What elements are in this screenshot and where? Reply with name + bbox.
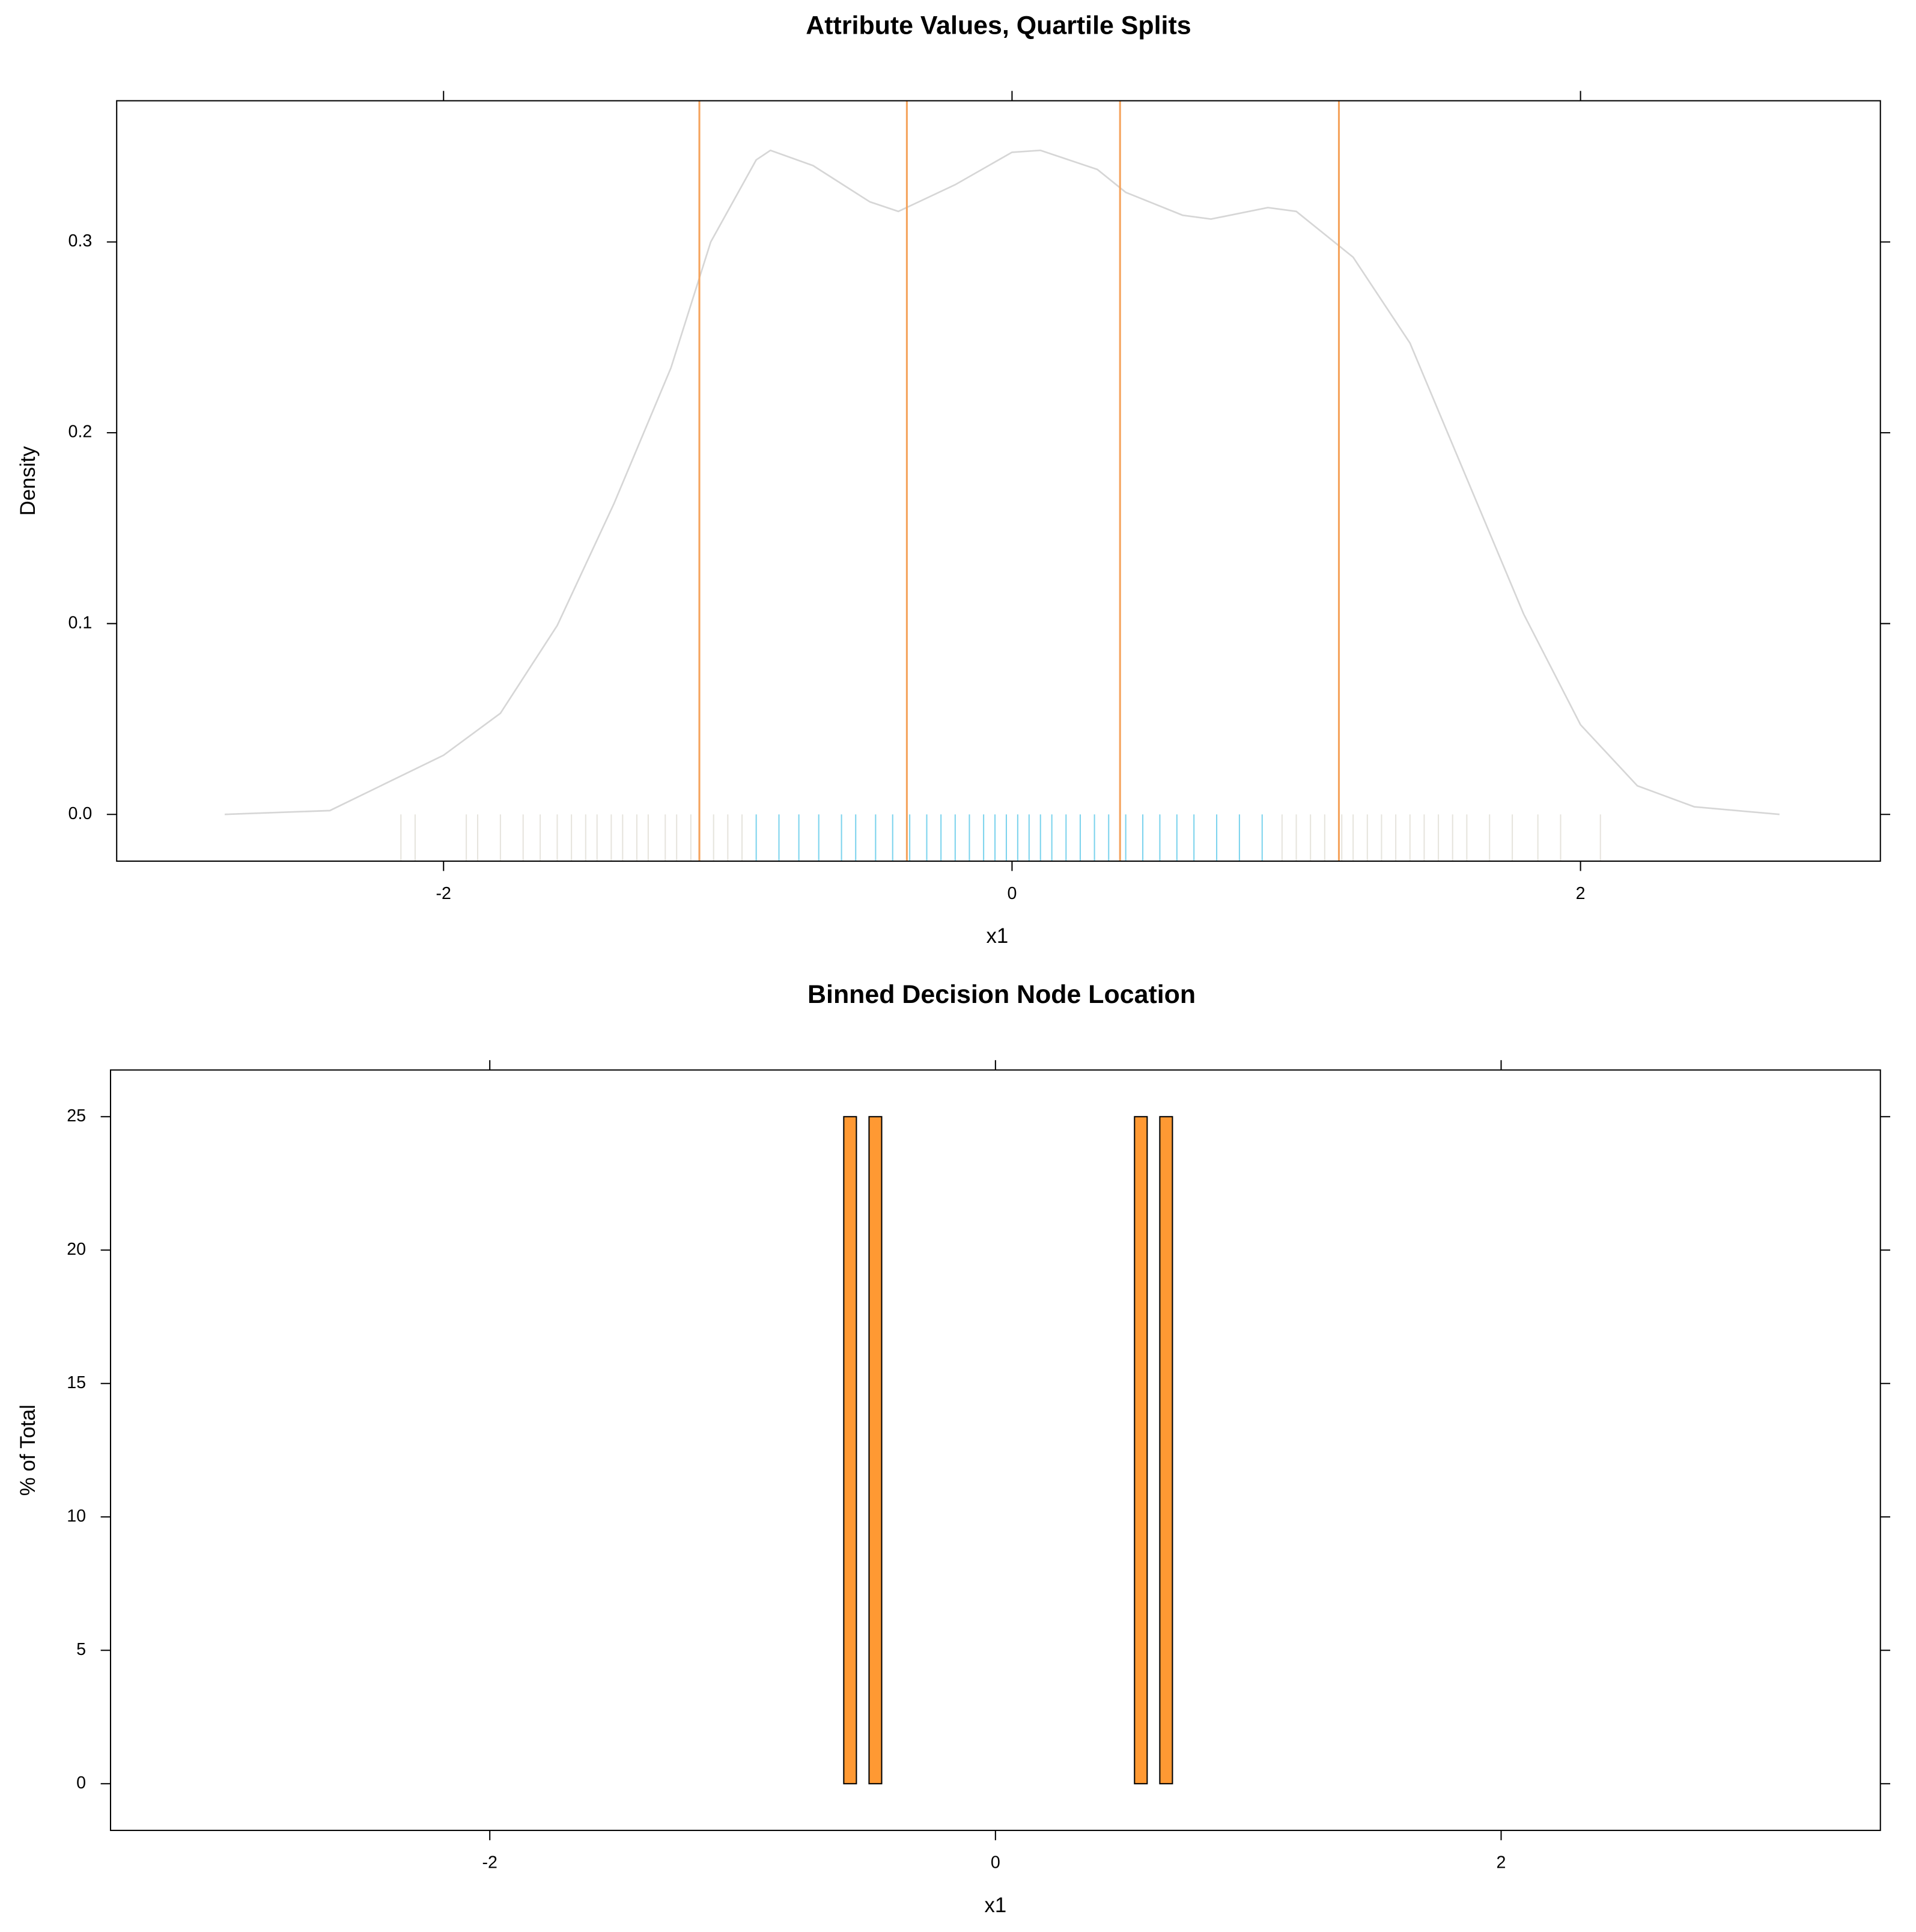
y-tick-label: 20 [67, 1240, 86, 1259]
histogram-bar [1159, 1116, 1173, 1785]
y-tick-label: 0.0 [68, 804, 93, 823]
y-tick-label: 0.1 [68, 613, 93, 632]
y-axis-label: % of Total [17, 1404, 40, 1496]
y-tick-label: 0.3 [68, 231, 93, 251]
x-tick-label: 2 [1497, 1853, 1506, 1873]
y-tick-label: 15 [67, 1373, 86, 1392]
y-tick-label: 0.2 [68, 422, 93, 442]
x-tick-label: -2 [436, 884, 451, 903]
histogram-bar [843, 1116, 857, 1785]
y-tick-label: 10 [67, 1507, 86, 1526]
y-axis-label: Density [17, 446, 40, 516]
plot-frame [116, 100, 1881, 862]
histogram-bar [868, 1116, 883, 1785]
plot-frame [109, 1069, 1881, 1831]
x-tick-label: 2 [1576, 884, 1586, 903]
x-tick-label: 0 [991, 1853, 1000, 1873]
chart-title: Attribute Values, Quartile Splits [806, 11, 1191, 40]
density-line [224, 149, 1780, 815]
histogram-bar [1134, 1116, 1148, 1785]
y-tick-label: 25 [67, 1106, 86, 1126]
x-tick-label: -2 [482, 1853, 497, 1873]
chart-title: Binned Decision Node Location [807, 980, 1196, 1009]
y-tick-label: 0 [76, 1773, 86, 1793]
y-tick-label: 5 [76, 1640, 86, 1659]
x-axis-label: x1 [984, 1894, 1006, 1917]
x-tick-label: 0 [1007, 884, 1017, 903]
x-axis-label: x1 [987, 925, 1009, 948]
